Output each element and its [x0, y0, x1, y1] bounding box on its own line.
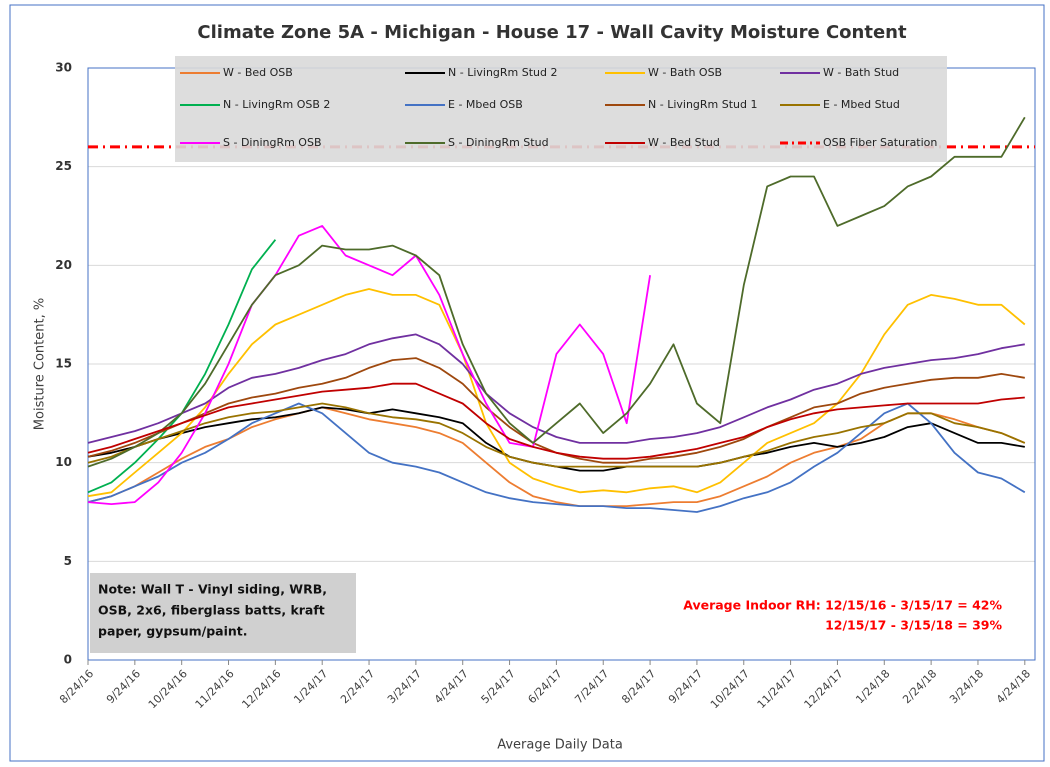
legend: W - Bed OSB N - LivingRm Stud 2 W - Bath O…: [180, 66, 937, 149]
legend-label: W - Bath OSB: [648, 66, 722, 79]
y-tick-label: 20: [55, 258, 72, 272]
series-line: [87, 288, 1026, 498]
note-line: paper, gypsum/paint.: [98, 624, 248, 639]
series-line: [87, 333, 1025, 444]
legend-label: W - Bed OSB: [223, 66, 293, 79]
note-box: [90, 573, 356, 653]
legend-label: S - DiningRm OSB: [223, 136, 322, 149]
series-line: [87, 116, 1026, 468]
legend-label: N - LivingRm Stud 1: [648, 98, 758, 111]
series-line: [87, 402, 1026, 468]
legend-label: OSB Fiber Saturation: [823, 136, 937, 149]
y-tick-label: 10: [55, 455, 72, 469]
legend-label: N - LivingRm Stud 2: [448, 66, 558, 79]
series-line: [87, 225, 651, 505]
annotation: 12/15/17 - 3/15/18 = 39%: [825, 618, 1002, 633]
legend-label: N - LivingRm OSB 2: [223, 98, 330, 111]
y-tick-label: 15: [55, 357, 72, 371]
y-tick-label: 5: [64, 554, 72, 568]
note-line: OSB, 2x6, fiberglass batts, kraft: [98, 603, 325, 618]
y-tick-label: 0: [64, 653, 72, 667]
y-axis-title: Moisture Content, %: [33, 298, 48, 430]
legend-label: E - Mbed OSB: [448, 98, 523, 111]
chart-title: Climate Zone 5A - Michigan - House 17 - …: [197, 22, 907, 43]
x-axis-title: Average Daily Data: [497, 738, 623, 753]
legend-label: W - Bath Stud: [823, 66, 899, 79]
legend-label: S - DiningRm Stud: [448, 136, 549, 149]
legend-label: E - Mbed Stud: [823, 98, 900, 111]
note-line: Note: Wall T - Vinyl siding, WRB,: [98, 582, 327, 597]
series-line: [87, 406, 1026, 507]
y-tick-label: 30: [55, 61, 72, 75]
legend-label: W - Bed Stud: [648, 136, 720, 149]
y-tick-label: 25: [55, 159, 72, 173]
series-line: [87, 382, 1025, 460]
annotation: Average Indoor RH: 12/15/16 - 3/15/17 = …: [683, 598, 1002, 613]
